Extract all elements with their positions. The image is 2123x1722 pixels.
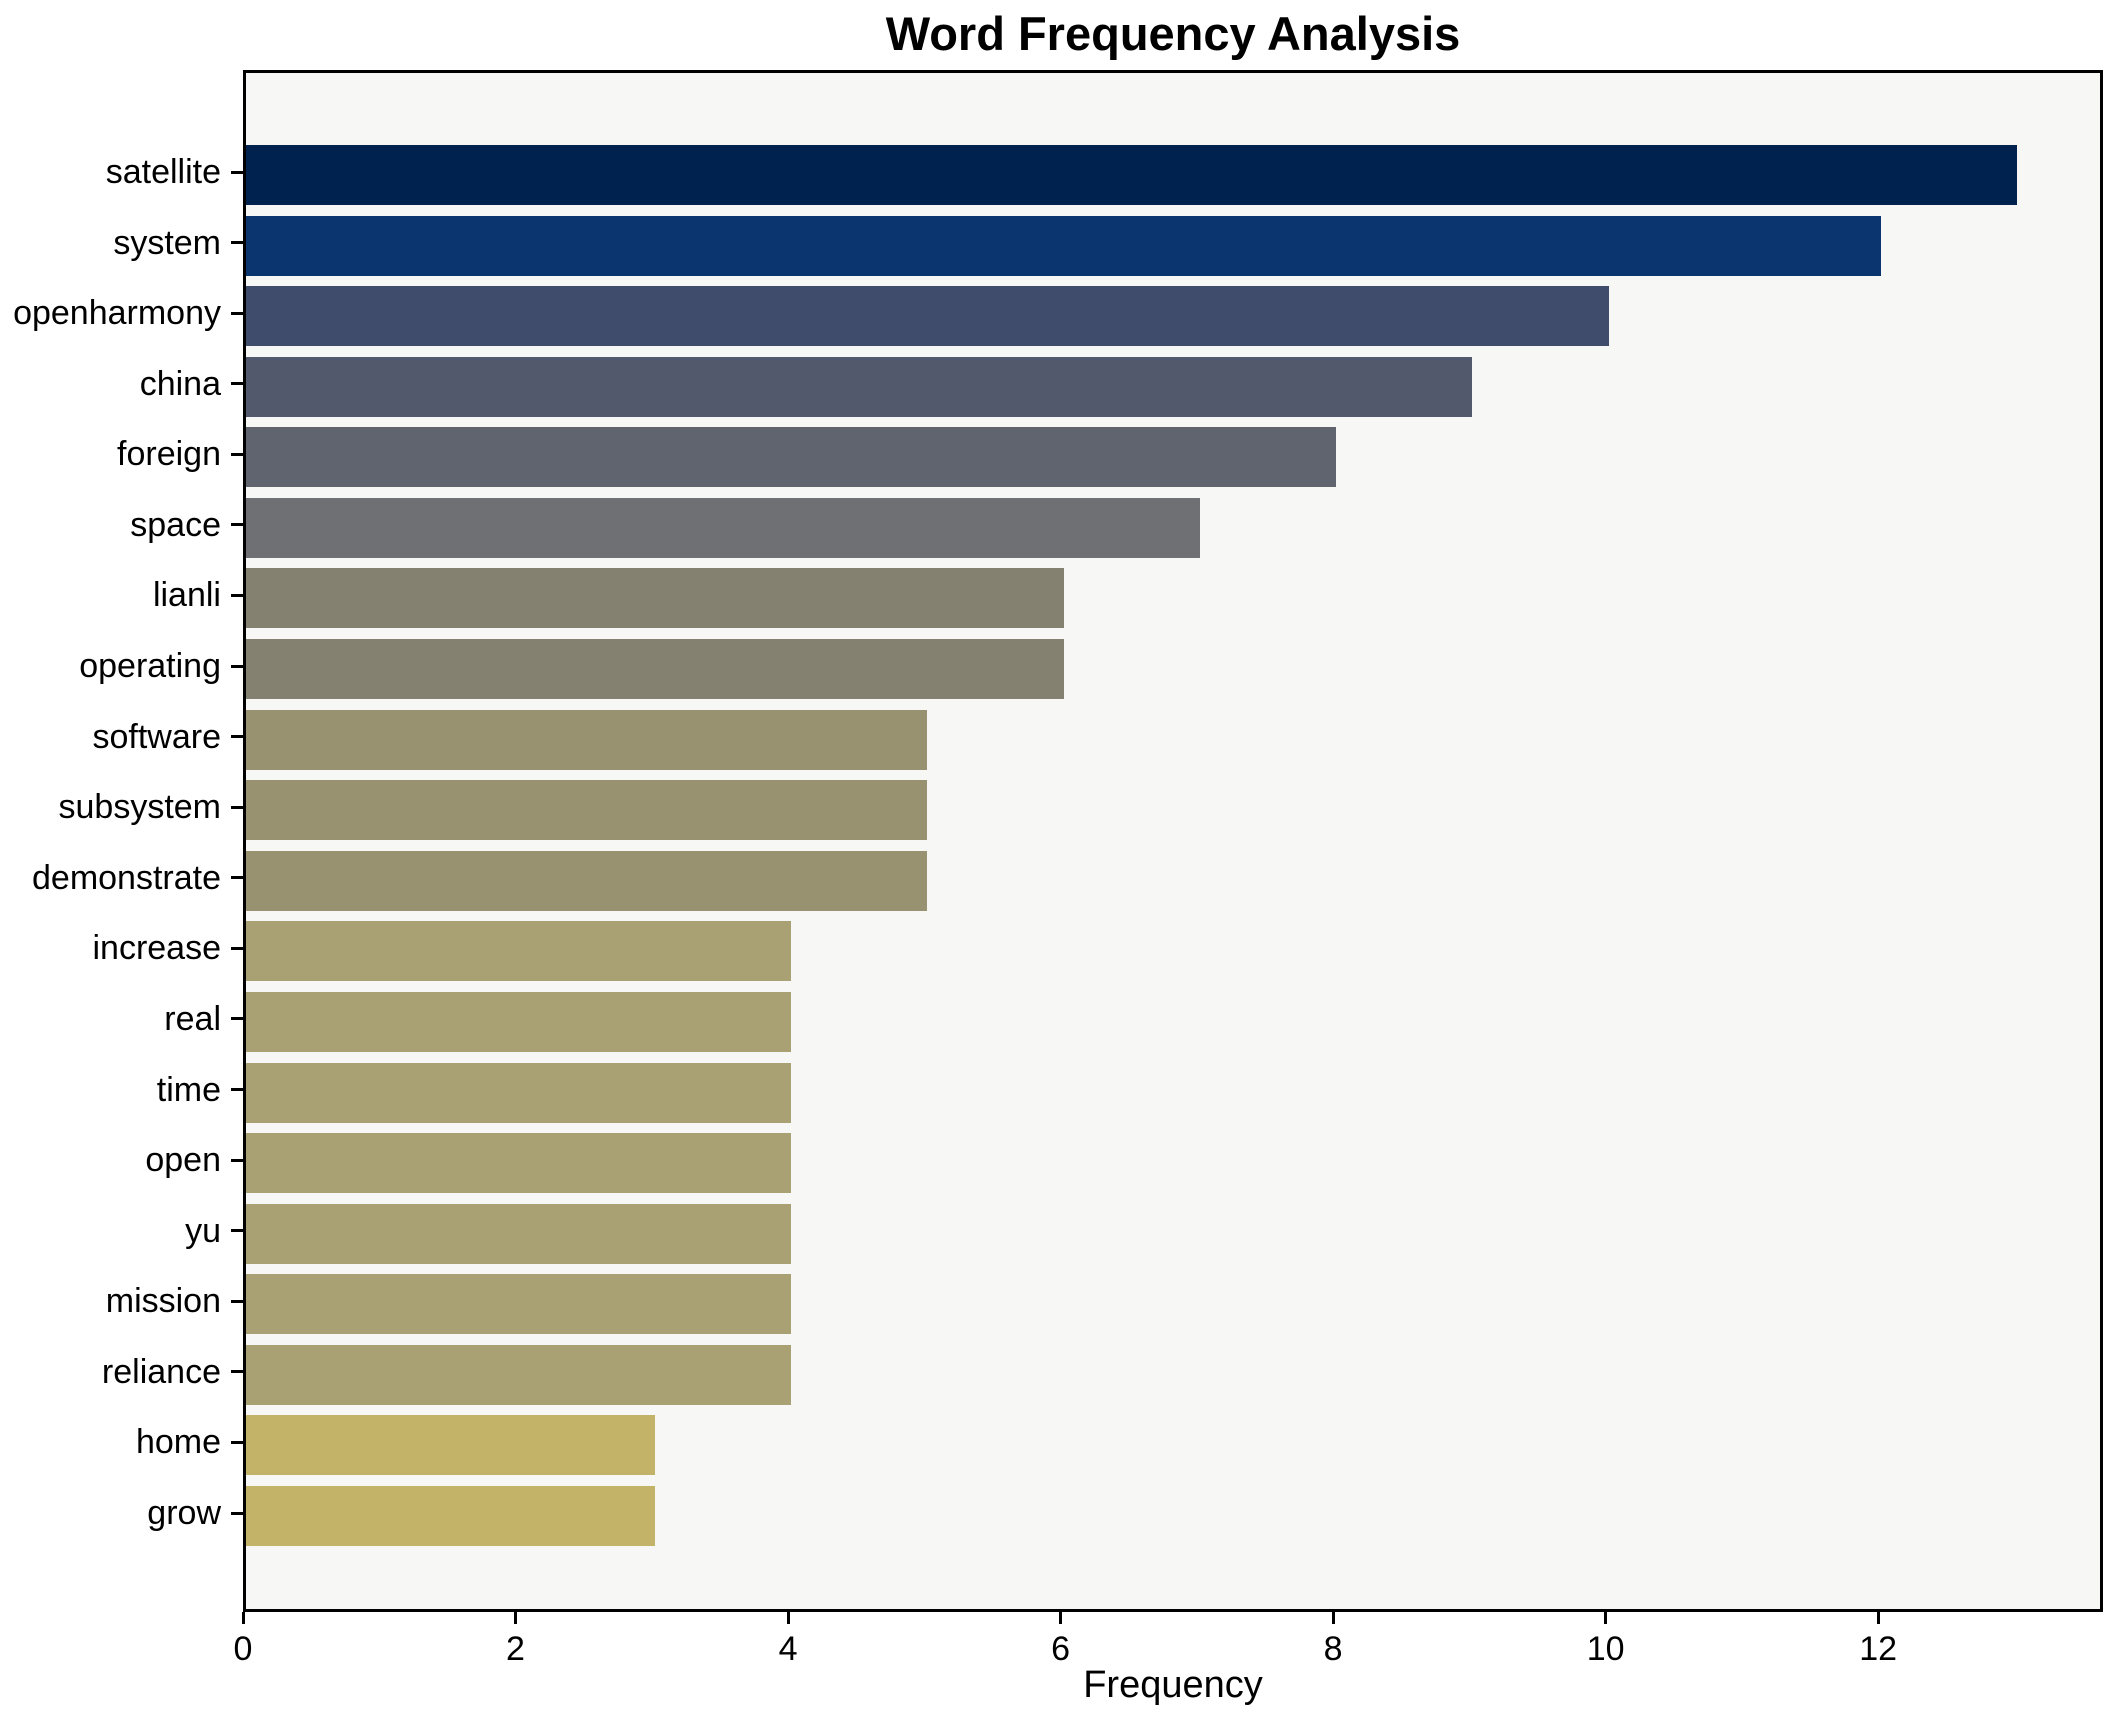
bar-operating <box>246 639 1064 700</box>
y-tick-label-reliance: reliance <box>101 1352 221 1391</box>
y-tick-label-foreign: foreign <box>117 435 221 474</box>
y-tick-foreign <box>231 452 243 456</box>
y-tick-label-china: china <box>139 364 221 403</box>
y-tick-operating <box>231 664 243 668</box>
y-tick-label-space: space <box>130 505 221 544</box>
x-tick-6 <box>1059 1612 1063 1624</box>
x-tick-12 <box>1876 1612 1880 1624</box>
bar-home <box>246 1415 655 1476</box>
bar-software <box>246 709 928 770</box>
y-tick-label-satellite: satellite <box>105 153 221 191</box>
y-tick-real <box>231 1017 243 1021</box>
y-tick-label-increase: increase <box>92 929 221 968</box>
bar-system <box>246 215 1882 276</box>
bar-demonstrate <box>246 850 928 911</box>
x-tick-8 <box>1331 1612 1335 1624</box>
x-tick-0 <box>241 1612 245 1624</box>
y-tick-lianli <box>231 593 243 597</box>
y-tick-label-software: software <box>92 717 222 756</box>
y-tick-open <box>231 1158 243 1162</box>
y-tick-label-subsystem: subsystem <box>58 788 222 827</box>
y-tick-label-grow: grow <box>147 1494 221 1533</box>
y-tick-demonstrate <box>231 876 243 880</box>
y-tick-label-openharmony: openharmony <box>13 294 221 333</box>
bar-open <box>246 1133 792 1194</box>
y-tick-label-lianli: lianli <box>152 576 221 615</box>
y-tick-label-open: open <box>145 1141 221 1180</box>
bar-reliance <box>246 1344 792 1405</box>
y-tick-label-operating: operating <box>79 647 221 686</box>
chart-title: Word Frequency Analysis <box>885 7 1461 60</box>
bar-lianli <box>246 568 1064 629</box>
x-tick-10 <box>1604 1612 1608 1624</box>
y-tick-space <box>231 523 243 527</box>
x-tick-label-6: 6 <box>1051 1630 1071 1668</box>
y-tick-label-yu: yu <box>185 1211 221 1250</box>
y-tick-time <box>231 1088 243 1092</box>
bar-foreign <box>246 427 1337 488</box>
bar-grow <box>246 1486 655 1547</box>
plot-area <box>243 70 2103 1612</box>
y-tick-reliance <box>231 1370 243 1374</box>
y-tick-label-system: system <box>113 223 221 262</box>
y-tick-software <box>231 735 243 739</box>
bar-openharmony <box>246 286 1609 347</box>
y-tick-subsystem <box>231 805 243 809</box>
x-tick-label-4: 4 <box>778 1630 798 1668</box>
x-tick-label-12: 12 <box>1859 1630 1898 1668</box>
bar-yu <box>246 1203 792 1264</box>
y-tick-satellite <box>231 170 243 174</box>
bar-satellite <box>246 145 2018 205</box>
bar-china <box>246 356 1473 417</box>
y-tick-yu <box>231 1229 243 1233</box>
y-tick-china <box>231 382 243 386</box>
bar-space <box>246 497 1200 558</box>
x-tick-2 <box>514 1612 518 1624</box>
x-axis-label: Frequency <box>1083 1664 1263 1706</box>
y-tick-system <box>231 241 243 245</box>
y-tick-label-mission: mission <box>105 1282 221 1321</box>
bar-subsystem <box>246 780 928 841</box>
y-tick-label-home: home <box>135 1423 221 1462</box>
y-tick-label-demonstrate: demonstrate <box>32 858 221 897</box>
x-tick-label-8: 8 <box>1323 1630 1343 1668</box>
x-tick-label-0: 0 <box>233 1630 253 1668</box>
y-tick-increase <box>231 946 243 950</box>
y-tick-home <box>231 1440 243 1444</box>
bar-mission <box>246 1274 792 1335</box>
y-tick-label-real: real <box>164 999 221 1038</box>
bar-time <box>246 1062 792 1123</box>
y-tick-mission <box>231 1299 243 1303</box>
bar-real <box>246 991 792 1052</box>
y-tick-label-time: time <box>156 1070 221 1109</box>
x-tick-label-10: 10 <box>1586 1630 1625 1668</box>
y-tick-grow <box>231 1511 243 1515</box>
bar-increase <box>246 921 792 982</box>
x-tick-4 <box>786 1612 790 1624</box>
y-tick-openharmony <box>231 311 243 315</box>
x-tick-label-2: 2 <box>506 1630 525 1668</box>
